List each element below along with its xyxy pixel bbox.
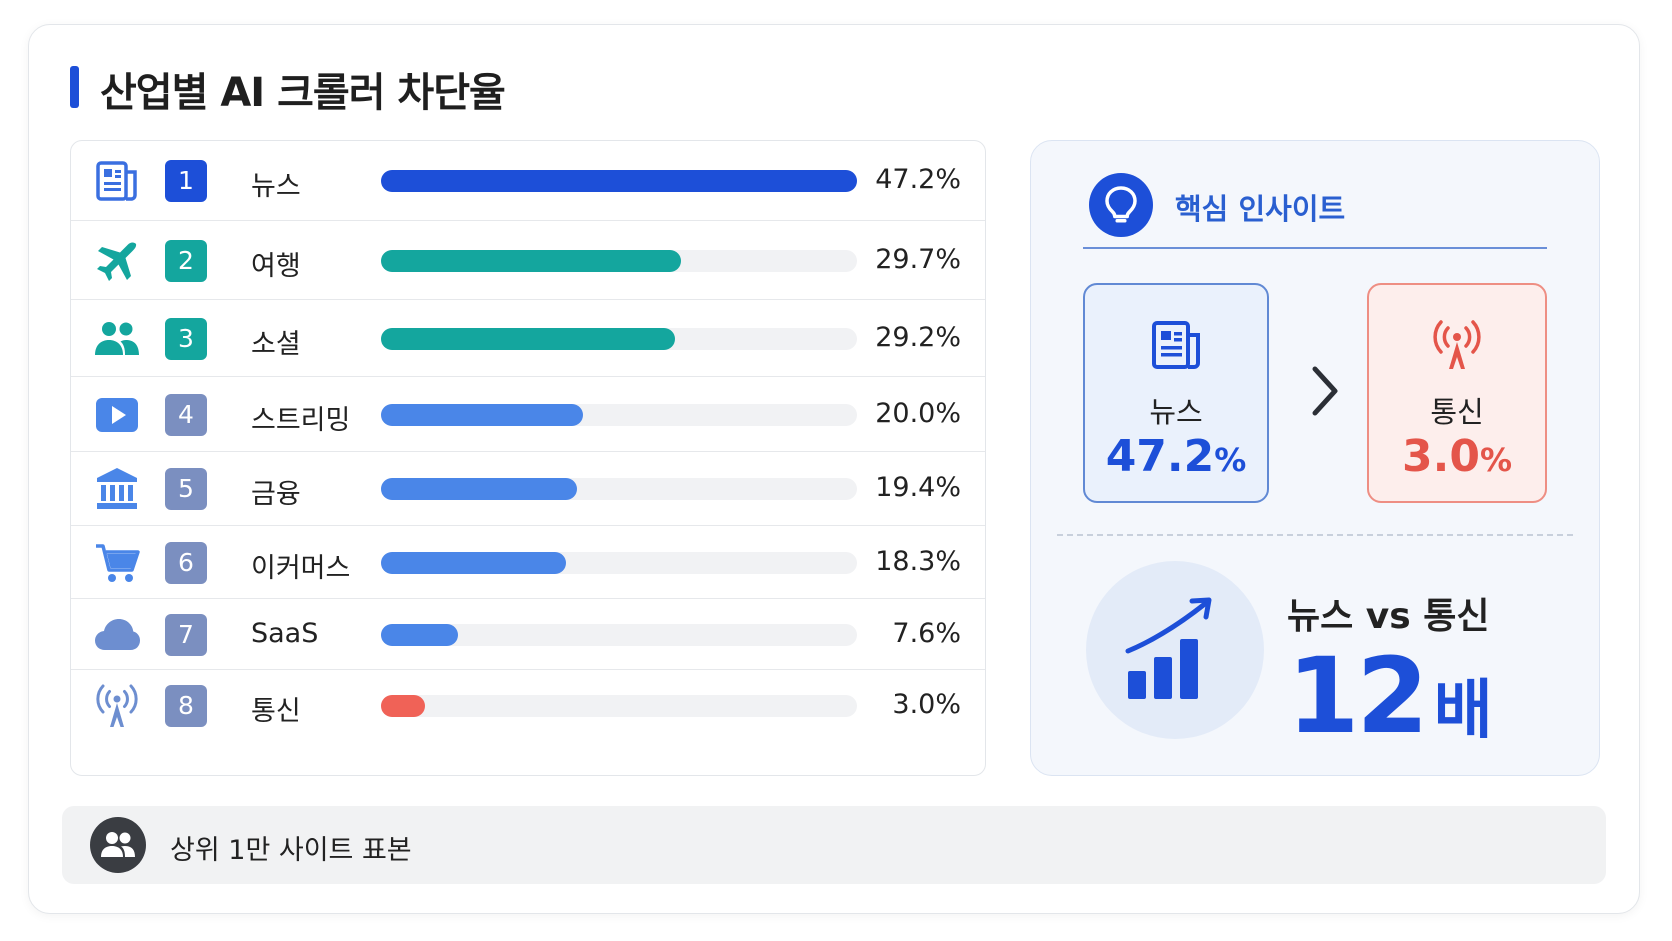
- rank-badge: 6: [165, 541, 207, 584]
- category-label: 뉴스: [251, 171, 301, 202]
- industry-row: 8 통신 3.0%: [71, 670, 985, 775]
- chevron-right-icon: [1312, 366, 1338, 416]
- rank-badge: 4: [165, 393, 207, 436]
- antenna-icon: [1429, 317, 1485, 373]
- bar: [381, 623, 458, 646]
- ratio-value: 12 배: [1287, 635, 1493, 757]
- value-label: 29.7%: [875, 243, 961, 275]
- news-comparison-card: 뉴스 47.2%: [1083, 283, 1269, 503]
- industry-row: 5 금융 19.4%: [71, 452, 985, 526]
- industry-row: 4 스트리밍 20.0%: [71, 377, 985, 452]
- bar: [381, 170, 857, 192]
- category-label: 금융: [251, 479, 301, 510]
- bar-track: [381, 623, 857, 646]
- category-label: SaaS: [251, 617, 319, 649]
- rank-badge: 3: [165, 317, 207, 360]
- telecom-label: 통신: [1430, 395, 1484, 429]
- category-label: 스트리밍: [251, 404, 351, 436]
- news-value: 47.2%: [1105, 431, 1247, 482]
- growth-chart-icon: [1086, 561, 1264, 739]
- bar-track: [381, 403, 857, 426]
- people-icon: [90, 817, 146, 873]
- insight-divider: [1083, 247, 1547, 249]
- industry-row: 1 뉴스 47.2%: [71, 141, 985, 221]
- title-accent-bar: [70, 66, 79, 108]
- lightbulb-icon: [1089, 173, 1153, 237]
- bar-track: [381, 249, 857, 272]
- telecom-value: 3.0%: [1401, 431, 1512, 482]
- category-label: 여행: [251, 250, 301, 282]
- industry-row: 7 SaaS 7.6%: [71, 599, 985, 670]
- rank-badge: 5: [165, 468, 207, 510]
- airplane-icon: [93, 237, 141, 285]
- cloud-icon: [93, 611, 141, 659]
- bar: [381, 551, 566, 574]
- rank-badge: 8: [165, 685, 207, 727]
- value-label: 18.3%: [875, 545, 961, 577]
- rank-badge: 2: [165, 239, 207, 282]
- value-label: 19.4%: [875, 472, 961, 503]
- category-label: 소셜: [251, 328, 301, 360]
- bar-track: [381, 478, 857, 500]
- play-icon: [93, 391, 141, 439]
- value-label: 3.0%: [892, 689, 961, 720]
- industry-row: 3 소셜 29.2%: [71, 300, 985, 377]
- telecom-comparison-card: 통신 3.0%: [1367, 283, 1547, 503]
- antenna-icon: [93, 682, 141, 730]
- bar-track: [381, 551, 857, 574]
- value-label: 20.0%: [875, 397, 961, 429]
- footer-note: 상위 1만 사이트 표본: [62, 806, 1606, 884]
- rank-badge: 1: [165, 160, 207, 202]
- category-label: 이커머스: [251, 552, 351, 584]
- value-label: 29.2%: [875, 321, 961, 353]
- news-label: 뉴스: [1149, 395, 1203, 429]
- bank-icon: [93, 465, 141, 513]
- category-label: 통신: [251, 696, 301, 727]
- sample-note: 상위 1만 사이트 표본: [170, 835, 412, 866]
- rank-badge: 7: [165, 613, 207, 656]
- value-label: 47.2%: [875, 164, 961, 195]
- bar-track: [381, 327, 857, 350]
- insight-panel: 핵심 인사이트 뉴스 47.2%: [1030, 140, 1600, 776]
- bar-track: [381, 170, 857, 192]
- insight-title: 핵심 인사이트: [1175, 192, 1346, 226]
- cart-icon: [93, 539, 141, 587]
- newspaper-icon: [1148, 317, 1204, 373]
- newspaper-icon: [93, 157, 141, 205]
- industry-row: 2 여행 29.7%: [71, 221, 985, 300]
- bar: [381, 403, 583, 426]
- page-title: 산업별 AI 크롤러 차단율: [100, 70, 506, 116]
- bar: [381, 695, 425, 717]
- people-icon: [93, 315, 141, 363]
- industry-ranking-chart: 1 뉴스 47.2% 2 여행 29.7% 3 소셜 29.2% 4 스트리밍 20.0% 5 금융 19.…: [70, 140, 986, 776]
- industry-row: 6 이커머스 18.3%: [71, 526, 985, 599]
- value-label: 7.6%: [892, 617, 961, 649]
- bar: [381, 327, 676, 350]
- bar: [381, 249, 681, 272]
- bar: [381, 478, 577, 500]
- comparison-label: 뉴스 vs 통신: [1287, 596, 1490, 637]
- dashed-divider: [1057, 534, 1573, 536]
- bar-track: [381, 695, 857, 717]
